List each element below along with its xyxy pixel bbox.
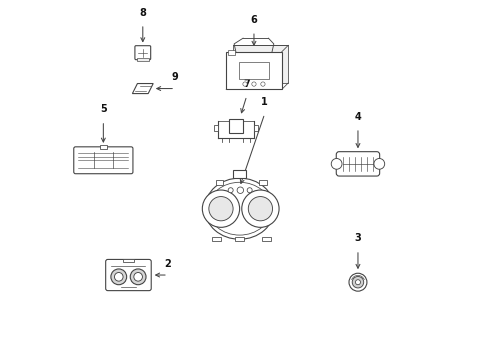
Circle shape xyxy=(237,187,244,193)
Bar xyxy=(228,50,235,55)
Text: 4: 4 xyxy=(355,112,361,122)
Bar xyxy=(122,259,134,262)
Bar xyxy=(259,180,267,185)
Circle shape xyxy=(242,190,279,227)
Circle shape xyxy=(355,280,361,285)
Text: 6: 6 xyxy=(250,15,257,25)
Text: 1: 1 xyxy=(261,97,268,107)
Bar xyxy=(212,237,220,241)
Circle shape xyxy=(248,197,272,221)
Bar xyxy=(233,170,246,178)
Circle shape xyxy=(130,269,146,285)
FancyBboxPatch shape xyxy=(336,152,380,176)
Text: 8: 8 xyxy=(139,8,146,18)
Bar xyxy=(229,120,243,133)
Circle shape xyxy=(115,273,123,281)
Circle shape xyxy=(252,82,256,86)
FancyBboxPatch shape xyxy=(106,260,151,291)
Bar xyxy=(239,62,269,79)
Bar xyxy=(233,45,288,83)
Bar xyxy=(254,125,258,131)
Circle shape xyxy=(349,273,367,291)
FancyBboxPatch shape xyxy=(74,147,133,174)
Circle shape xyxy=(209,197,233,221)
Bar xyxy=(216,180,223,185)
Circle shape xyxy=(261,82,265,86)
Text: 5: 5 xyxy=(100,104,107,114)
Polygon shape xyxy=(132,84,153,94)
FancyBboxPatch shape xyxy=(135,46,151,60)
Circle shape xyxy=(352,276,364,288)
Ellipse shape xyxy=(208,182,271,235)
Bar xyxy=(100,145,107,149)
Text: 9: 9 xyxy=(172,72,178,82)
Bar xyxy=(262,237,271,241)
Circle shape xyxy=(111,269,126,285)
Circle shape xyxy=(202,190,240,227)
Circle shape xyxy=(243,82,247,86)
Circle shape xyxy=(331,158,342,169)
Bar xyxy=(214,125,218,131)
Bar xyxy=(235,237,244,241)
Text: 7: 7 xyxy=(244,79,250,89)
Bar xyxy=(226,52,282,89)
Circle shape xyxy=(134,273,143,281)
Circle shape xyxy=(228,188,233,193)
Circle shape xyxy=(247,188,252,193)
Text: 3: 3 xyxy=(355,234,361,243)
Circle shape xyxy=(374,158,385,169)
Ellipse shape xyxy=(205,178,274,239)
Bar xyxy=(137,58,148,61)
Text: 2: 2 xyxy=(165,258,172,269)
